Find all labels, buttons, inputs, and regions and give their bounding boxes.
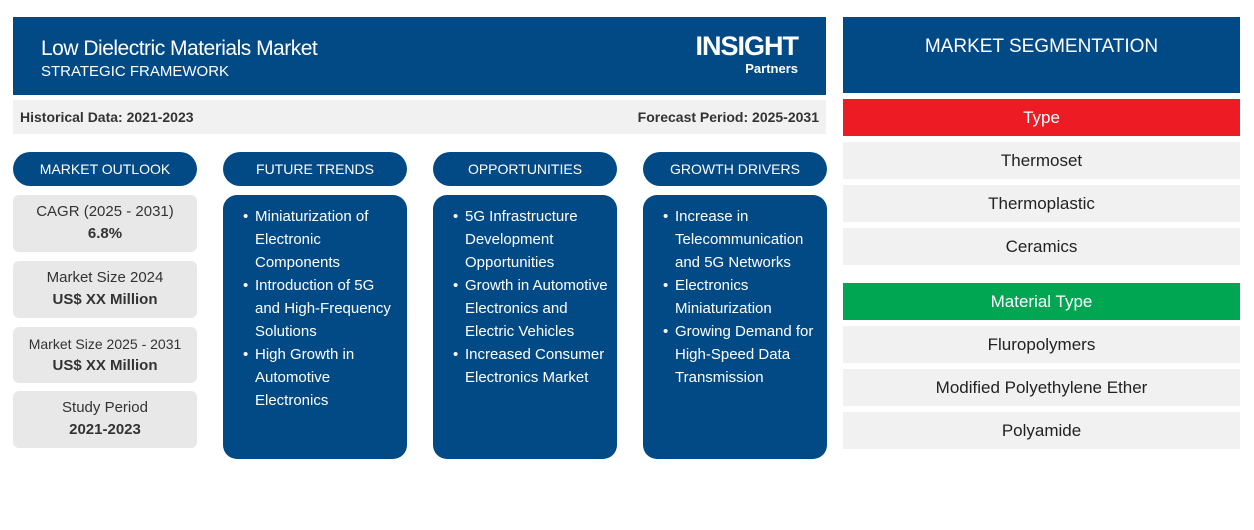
- market-outlook-header: MARKET OUTLOOK: [13, 152, 197, 186]
- outlook-cagr: CAGR (2025 - 2031) 6.8%: [13, 195, 197, 252]
- list-item: Introduction of 5G and High-Frequency So…: [243, 274, 403, 343]
- segment-item: Thermoplastic: [843, 185, 1240, 222]
- insight-partners-logo: INSIGHT Partners: [695, 31, 799, 76]
- segment-item: Ceramics: [843, 228, 1240, 265]
- outlook-market-size-forecast: Market Size 2025 - 2031 US$ XX Million: [13, 327, 197, 383]
- growth-drivers-header: GROWTH DRIVERS: [643, 152, 827, 186]
- historical-data: Historical Data: 2021-2023: [20, 109, 194, 125]
- list-item: Increased Consumer Electronics Market: [453, 343, 613, 389]
- period-bar: Historical Data: 2021-2023 Forecast Peri…: [13, 100, 826, 134]
- list-item: High Growth in Automotive Electronics: [243, 343, 403, 412]
- list-item: Growth in Automotive Electronics and Ele…: [453, 274, 613, 343]
- segment-item: Fluropolymers: [843, 326, 1240, 363]
- list-item: Electronics Miniaturization: [663, 274, 823, 320]
- segment-item: Polyamide: [843, 412, 1240, 449]
- list-item: Miniaturization of Electronic Components: [243, 205, 403, 274]
- page-subtitle: STRATEGIC FRAMEWORK: [41, 63, 230, 80]
- opportunities-header: OPPORTUNITIES: [433, 152, 617, 186]
- future-trends-box: Miniaturization of Electronic Components…: [223, 195, 407, 459]
- segmentation-title: MARKET SEGMENTATION: [843, 17, 1240, 93]
- list-item: Increase in Telecommunication and 5G Net…: [663, 205, 823, 274]
- segment-item: Thermoset: [843, 142, 1240, 179]
- list-item: Growing Demand for High-Speed Data Trans…: [663, 320, 823, 389]
- growth-drivers-box: Increase in Telecommunication and 5G Net…: [643, 195, 827, 459]
- segment-material-type-header: Material Type: [843, 283, 1240, 320]
- outlook-study-period: Study Period 2021-2023: [13, 391, 197, 448]
- segment-type-header: Type: [843, 99, 1240, 136]
- forecast-period: Forecast Period: 2025-2031: [637, 109, 819, 125]
- future-trends-header: FUTURE TRENDS: [223, 152, 407, 186]
- segment-item: Modified Polyethylene Ether: [843, 369, 1240, 406]
- list-item: 5G Infrastructure Development Opportunit…: [453, 205, 613, 274]
- header-banner: Low Dielectric Materials Market STRATEGI…: [13, 17, 826, 95]
- opportunities-box: 5G Infrastructure Development Opportunit…: [433, 195, 617, 459]
- page-title: Low Dielectric Materials Market: [41, 37, 318, 60]
- outlook-market-size-2024: Market Size 2024 US$ XX Million: [13, 261, 197, 318]
